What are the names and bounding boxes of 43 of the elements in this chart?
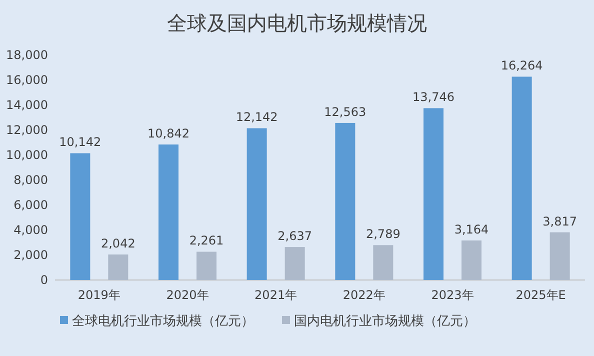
bar <box>284 247 305 280</box>
data-label: 3,164 <box>454 222 489 236</box>
y-tick-label: 0 <box>40 273 48 287</box>
y-tick-label: 12,000 <box>6 123 48 137</box>
y-tick-label: 18,000 <box>6 48 48 62</box>
x-tick-label: 2019年 <box>78 288 120 302</box>
legend-label: 国内电机行业市场规模（亿元） <box>294 314 476 329</box>
data-label: 2,042 <box>100 236 136 250</box>
data-label: 10,842 <box>148 126 190 140</box>
data-label: 2,261 <box>189 234 224 248</box>
bar <box>246 128 267 280</box>
y-tick-label: 2,000 <box>14 248 48 262</box>
data-label: 3,817 <box>542 214 578 228</box>
data-label: 10,142 <box>59 135 102 150</box>
y-tick-label: 14,000 <box>6 98 48 112</box>
x-tick-label: 2025年E <box>516 288 566 302</box>
data-label: 2,789 <box>366 227 400 242</box>
bar <box>158 144 178 280</box>
bar <box>424 108 444 280</box>
y-tick-label: 8,000 <box>14 173 48 187</box>
data-label: 16,264 <box>500 58 543 73</box>
bar <box>550 232 570 280</box>
data-label: 13,746 <box>412 90 454 104</box>
bar <box>373 245 394 280</box>
data-label: 12,142 <box>236 110 278 124</box>
legend-label: 全球电机行业市场规模（亿元） <box>72 314 254 329</box>
y-tick-label: 10,000 <box>6 148 48 162</box>
chart-title: 全球及国内电机市场规模情况 <box>167 11 427 35</box>
bar <box>512 76 532 280</box>
bar <box>462 240 482 280</box>
bar <box>335 122 356 280</box>
y-tick-label: 6,000 <box>14 198 48 212</box>
x-tick-label: 2021年 <box>254 288 298 302</box>
bar <box>196 252 216 280</box>
data-label: 2,637 <box>278 229 312 244</box>
x-tick-label: 2022年 <box>342 288 386 302</box>
x-tick-label: 2023年 <box>431 288 474 302</box>
x-tick-label: 2020年 <box>166 288 209 302</box>
y-tick-label: 16,000 <box>6 73 48 87</box>
bar <box>70 153 90 280</box>
y-tick-label: 4,000 <box>14 223 48 237</box>
data-label: 12,563 <box>324 104 366 119</box>
bar <box>108 254 128 280</box>
